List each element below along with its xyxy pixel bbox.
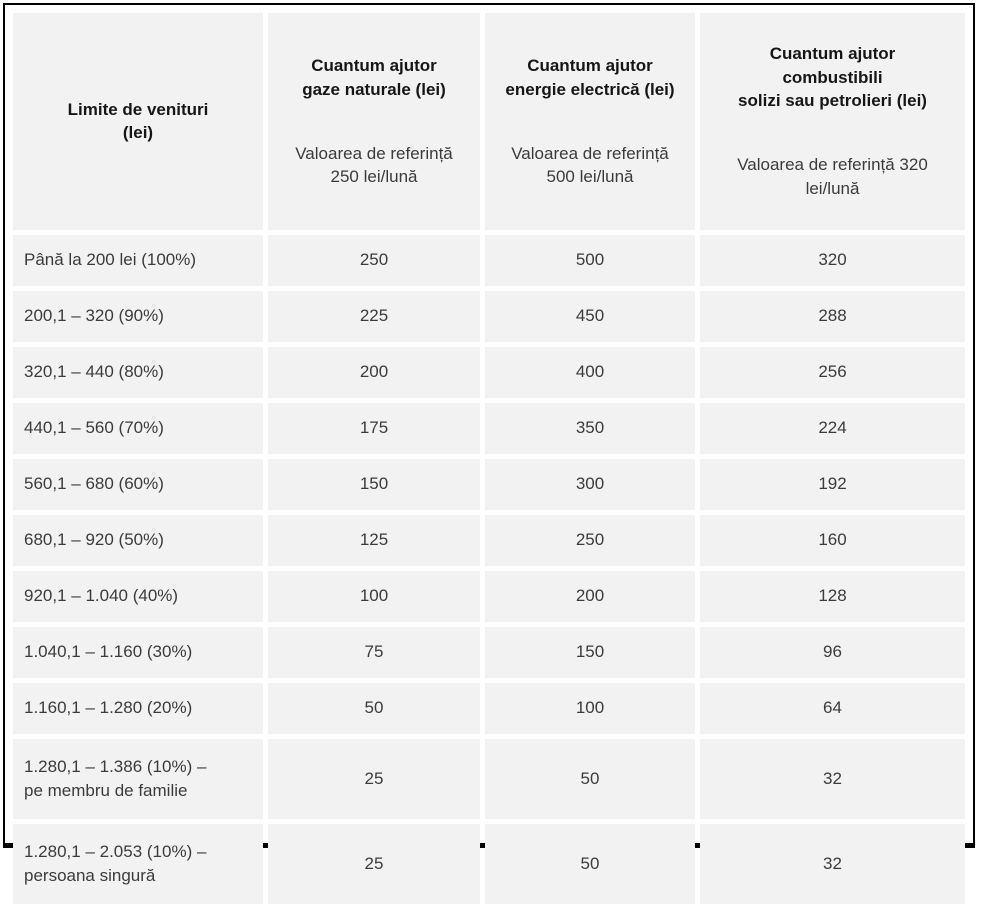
column-subtitle: Valoarea de referință 320 lei/lună — [737, 155, 928, 198]
gas-aid-cell: 250 — [268, 234, 480, 286]
table-frame: Limite de venituri (lei) Cuantum ajutor … — [3, 3, 975, 904]
column-header-natural-gas: Cuantum ajutor gaze naturale (lei) Valoa… — [268, 13, 480, 230]
income-limit-cell: 680,1 – 920 (50%) — [13, 514, 263, 566]
income-limit-cell: 200,1 – 320 (90%) — [13, 290, 263, 342]
table-row: 1.040,1 – 1.160 (30%) 75 150 96 — [13, 626, 965, 678]
electricity-aid-cell: 300 — [485, 458, 695, 510]
table-row: 200,1 – 320 (90%) 225 450 288 — [13, 290, 965, 342]
income-limit-cell: 1.160,1 – 1.280 (20%) — [13, 682, 263, 734]
solid-fuel-aid-cell: 256 — [700, 346, 965, 398]
column-header-income-limits: Limite de venituri (lei) — [13, 13, 263, 230]
column-subtitle: Valoarea de referință 250 lei/lună — [295, 143, 453, 186]
column-title: Limite de venituri (lei) — [67, 99, 209, 143]
table-row: 1.160,1 – 1.280 (20%) 50 100 64 — [13, 682, 965, 734]
solid-fuel-aid-cell: 224 — [700, 402, 965, 454]
electricity-aid-cell: 200 — [485, 570, 695, 622]
solid-fuel-aid-cell: 288 — [700, 290, 965, 342]
gas-aid-cell: 200 — [268, 346, 480, 398]
solid-fuel-aid-cell: 192 — [700, 458, 965, 510]
table-row: 320,1 – 440 (80%) 200 400 256 — [13, 346, 965, 398]
gas-aid-cell: 50 — [268, 682, 480, 734]
income-limit-cell: 560,1 – 680 (60%) — [13, 458, 263, 510]
solid-fuel-aid-cell: 128 — [700, 570, 965, 622]
table-row: 560,1 – 680 (60%) 150 300 192 — [13, 458, 965, 510]
gas-aid-cell: 75 — [268, 626, 480, 678]
table-row: 440,1 – 560 (70%) 175 350 224 — [13, 402, 965, 454]
electricity-aid-cell: 450 — [485, 290, 695, 342]
solid-fuel-aid-cell: 32 — [700, 738, 965, 819]
electricity-aid-cell: 250 — [485, 514, 695, 566]
electricity-aid-cell: 400 — [485, 346, 695, 398]
column-title: Cuantum ajutor combustibili solizi sau p… — [738, 44, 927, 111]
gas-aid-cell: 25 — [268, 738, 480, 819]
table-row: 680,1 – 920 (50%) 125 250 160 — [13, 514, 965, 566]
electricity-aid-cell: 100 — [485, 682, 695, 734]
gas-aid-cell: 100 — [268, 570, 480, 622]
gas-aid-cell: 150 — [268, 458, 480, 510]
solid-fuel-aid-cell: 64 — [700, 682, 965, 734]
solid-fuel-aid-cell: 32 — [700, 823, 965, 904]
electricity-aid-cell: 350 — [485, 402, 695, 454]
solid-fuel-aid-cell: 96 — [700, 626, 965, 678]
electricity-aid-cell: 50 — [485, 823, 695, 904]
heating-aid-table: Limite de venituri (lei) Cuantum ajutor … — [8, 8, 970, 909]
income-limit-cell: 1.040,1 – 1.160 (30%) — [13, 626, 263, 678]
solid-fuel-aid-cell: 160 — [700, 514, 965, 566]
gas-aid-cell: 175 — [268, 402, 480, 454]
gas-aid-cell: 125 — [268, 514, 480, 566]
income-limit-cell: 920,1 – 1.040 (40%) — [13, 570, 263, 622]
column-title: Cuantum ajutor energie electrică (lei) — [505, 56, 675, 99]
electricity-aid-cell: 150 — [485, 626, 695, 678]
table-row: 1.280,1 – 1.386 (10%) – pe membru de fam… — [13, 738, 965, 819]
income-limit-cell: Până la 200 lei (100%) — [13, 234, 263, 286]
header-row: Limite de venituri (lei) Cuantum ajutor … — [13, 13, 965, 230]
column-header-electricity: Cuantum ajutor energie electrică (lei) V… — [485, 13, 695, 230]
electricity-aid-cell: 50 — [485, 738, 695, 819]
table-row: Până la 200 lei (100%) 250 500 320 — [13, 234, 965, 286]
electricity-aid-cell: 500 — [485, 234, 695, 286]
income-limit-cell: 320,1 – 440 (80%) — [13, 346, 263, 398]
table-row: 1.280,1 – 2.053 (10%) – persoana singură… — [13, 823, 965, 904]
gas-aid-cell: 25 — [268, 823, 480, 904]
solid-fuel-aid-cell: 320 — [700, 234, 965, 286]
column-subtitle: Valoarea de referință 500 lei/lună — [511, 143, 669, 186]
gas-aid-cell: 225 — [268, 290, 480, 342]
income-limit-cell: 1.280,1 – 2.053 (10%) – persoana singură — [13, 823, 263, 904]
column-header-solid-fuels: Cuantum ajutor combustibili solizi sau p… — [700, 13, 965, 230]
income-limit-cell: 1.280,1 – 1.386 (10%) – pe membru de fam… — [13, 738, 263, 819]
income-limit-cell: 440,1 – 560 (70%) — [13, 402, 263, 454]
column-title: Cuantum ajutor gaze naturale (lei) — [302, 56, 446, 99]
table-row: 920,1 – 1.040 (40%) 100 200 128 — [13, 570, 965, 622]
